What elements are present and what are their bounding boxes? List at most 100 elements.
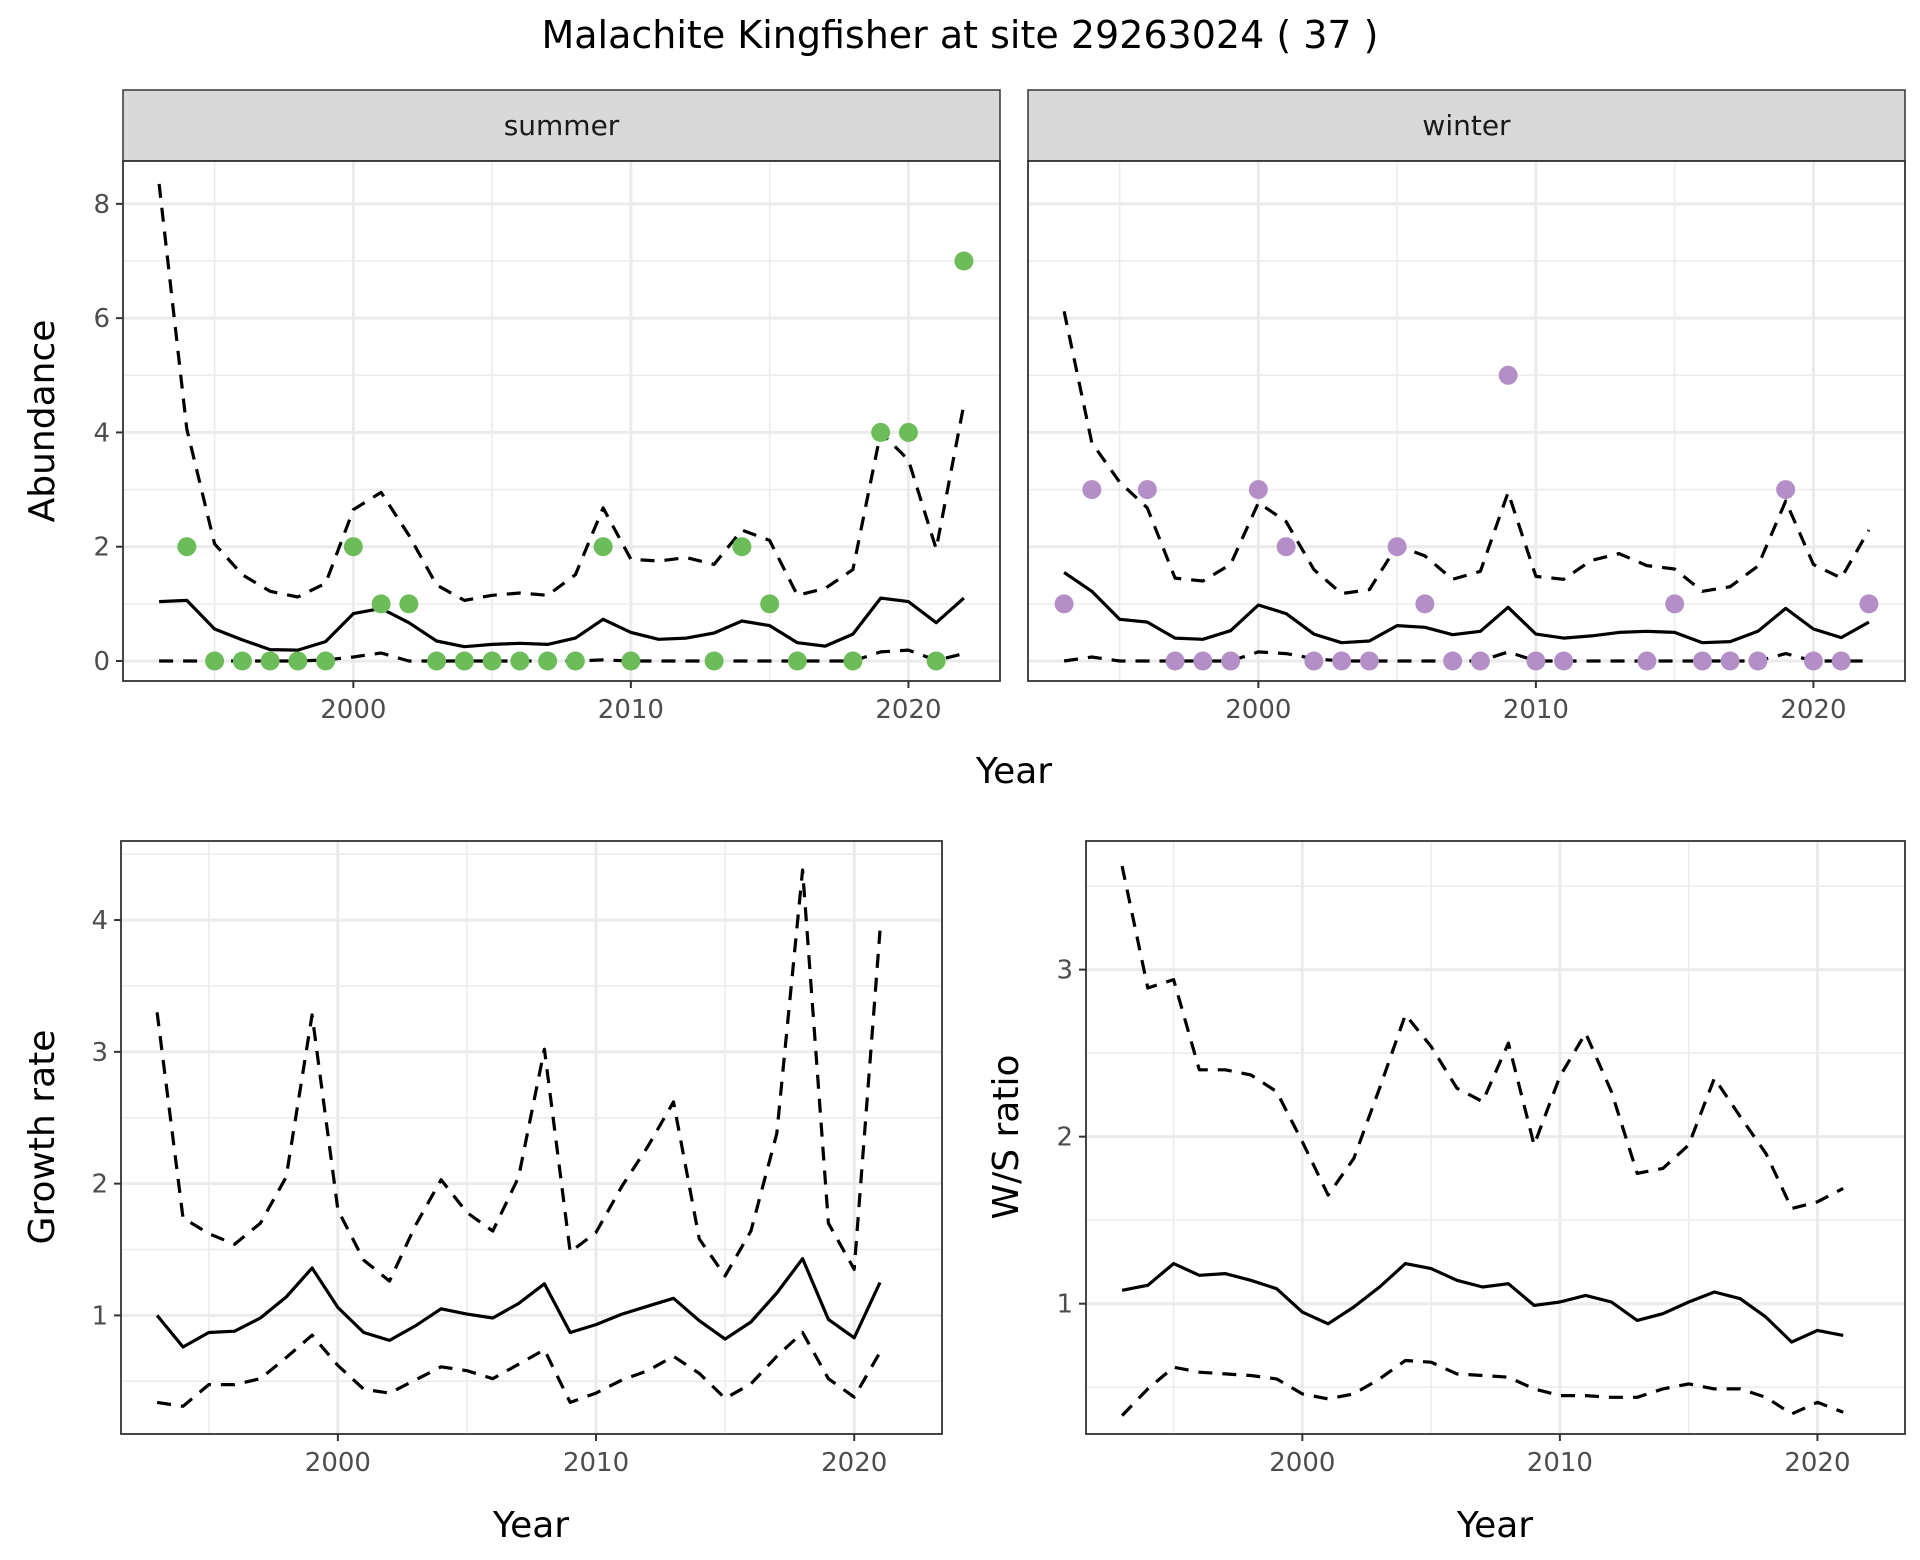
- data-point: [1332, 651, 1352, 671]
- data-point: [593, 537, 613, 557]
- plot-background: [1028, 161, 1905, 681]
- data-point: [1304, 651, 1324, 671]
- data-point: [621, 651, 641, 671]
- data-point: [1803, 651, 1823, 671]
- plot-area: 2000 2010 2020: [1027, 160, 1906, 725]
- strip-label: summer: [504, 109, 620, 142]
- panel-abundance-summer: summer Abundance 2000 2010 2020 0 2 4 6 8: [22, 89, 1001, 725]
- data-point: [1276, 537, 1296, 557]
- x-tick-label: 2000: [320, 695, 386, 725]
- data-point: [1692, 651, 1712, 671]
- panel-abundance-winter: winter 2000 2010 2020: [1027, 89, 1906, 725]
- data-point: [343, 537, 363, 557]
- data-point: [954, 251, 974, 271]
- data-point: [454, 651, 474, 671]
- y-axis-title: Abundance: [22, 320, 63, 523]
- data-point: [1165, 651, 1185, 671]
- y-tick-label: 2: [91, 1170, 108, 1200]
- plot-background: [121, 841, 942, 1434]
- data-point: [316, 651, 336, 671]
- x-tick-label: 2020: [875, 695, 941, 725]
- data-point: [1082, 480, 1102, 500]
- x-tick-label: 2010: [598, 695, 664, 725]
- strip-label: winter: [1422, 109, 1511, 142]
- data-point: [1554, 651, 1574, 671]
- panel-growth-rate: Growth rate 2000 2010 2020 1 2 3 4 Year: [22, 840, 943, 1546]
- data-point: [1470, 651, 1490, 671]
- panel-border: [1027, 160, 1906, 682]
- data-point: [1831, 651, 1851, 671]
- x-axis-title: Year: [492, 1505, 569, 1546]
- data-point: [1137, 480, 1157, 500]
- upper-bound-line: [1120, 865, 1844, 1211]
- panel-ws-ratio: W/S ratio 2000 2010 2020 1 2 3 Year: [986, 840, 1906, 1546]
- data-point: [1498, 365, 1518, 385]
- y-tick-label: 2: [1056, 1123, 1073, 1153]
- data-point: [760, 594, 780, 614]
- panel-border: [122, 160, 1001, 682]
- panel-border: [120, 840, 943, 1435]
- median-line: [155, 1257, 882, 1349]
- y-tick-label: 4: [93, 418, 110, 448]
- y-tick-label: 1: [1056, 1290, 1073, 1320]
- x-tick-label: 2010: [563, 1448, 629, 1478]
- lower-bound-line: [159, 648, 965, 663]
- data-point: [1720, 651, 1740, 671]
- y-tick-label: 1: [91, 1301, 108, 1331]
- y-axis-title: W/S ratio: [986, 1054, 1027, 1219]
- y-tick-label: 2: [93, 533, 110, 563]
- data-point: [1748, 651, 1768, 671]
- plot-background: [123, 161, 1000, 681]
- data-point: [1415, 594, 1435, 614]
- x-tick-label: 2010: [1503, 695, 1569, 725]
- data-point: [565, 651, 585, 671]
- data-point: [1776, 480, 1796, 500]
- data-point: [1665, 594, 1685, 614]
- plot-area: 2000 2010 2020 1 2 3 4: [91, 840, 943, 1478]
- data-point: [1859, 594, 1879, 614]
- data-point: [1526, 651, 1546, 671]
- median-line: [159, 596, 965, 652]
- y-tick-label: 4: [91, 906, 108, 936]
- data-point: [232, 651, 252, 671]
- x-axis-title: Year: [1456, 1505, 1533, 1546]
- data-point: [926, 651, 946, 671]
- data-point: [399, 594, 419, 614]
- data-point: [427, 651, 447, 671]
- data-point: [1443, 651, 1463, 671]
- x-tick-label: 2010: [1527, 1448, 1593, 1478]
- data-point: [1193, 651, 1213, 671]
- strip-background: [1027, 89, 1906, 162]
- y-tick-label: 3: [1056, 956, 1073, 986]
- y-axis-title: Growth rate: [22, 1030, 63, 1245]
- data-point: [1637, 651, 1657, 671]
- data-point: [1387, 537, 1407, 557]
- x-tick-label: 2020: [1780, 695, 1846, 725]
- upper-bound-line: [1062, 310, 1871, 596]
- upper-bound-line: [157, 183, 966, 602]
- y-tick-label: 0: [93, 647, 110, 677]
- data-point: [538, 651, 558, 671]
- data-point: [871, 422, 891, 442]
- data-point: [1054, 594, 1074, 614]
- plot-area: 2000 2010 2020 0 2 4 6 8: [93, 160, 1001, 725]
- data-point: [510, 651, 530, 671]
- y-tick-label: 6: [93, 304, 110, 334]
- strip-background: [122, 89, 1001, 162]
- data-point: [1248, 480, 1268, 500]
- x-tick-label: 2000: [305, 1448, 371, 1478]
- median-line: [1063, 571, 1870, 645]
- plot-area: 2000 2010 2020 1 2 3: [1056, 840, 1906, 1478]
- data-point: [704, 651, 724, 671]
- data-point: [898, 422, 918, 442]
- data-point: [288, 651, 308, 671]
- data-point: [177, 537, 197, 557]
- x-tick-label: 2020: [821, 1448, 887, 1478]
- y-tick-label: 8: [93, 190, 110, 220]
- data-point: [260, 651, 280, 671]
- data-point: [843, 651, 863, 671]
- data-point: [732, 537, 752, 557]
- lower-bound-line: [156, 1330, 882, 1408]
- data-point: [787, 651, 807, 671]
